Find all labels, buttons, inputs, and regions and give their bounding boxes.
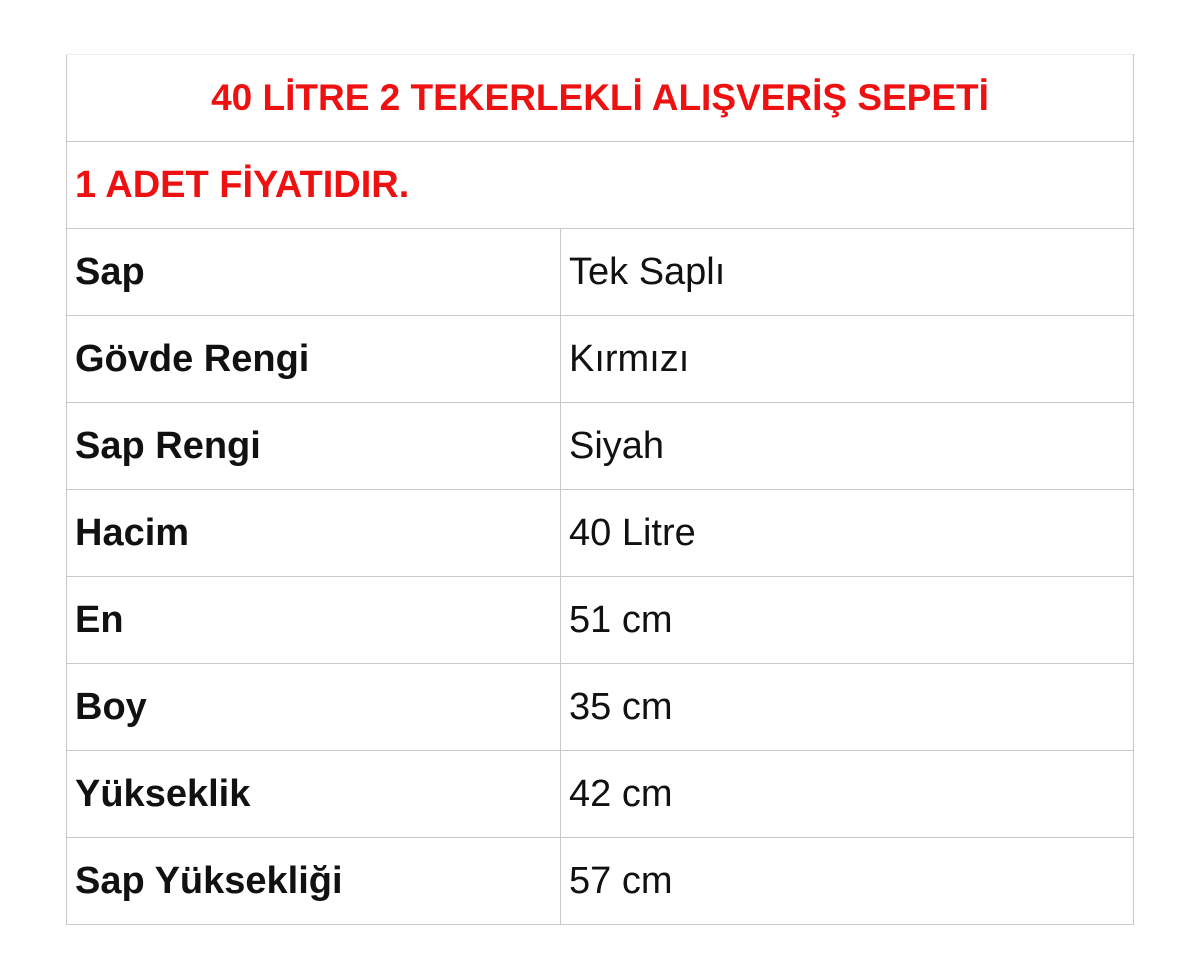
spec-value: 57 cm: [560, 837, 1134, 925]
spec-label: Yükseklik: [66, 750, 561, 838]
table-row: Sap Yüksekliği 57 cm: [66, 837, 1134, 925]
spec-label: Hacim: [66, 489, 561, 577]
spec-label: Gövde Rengi: [66, 315, 561, 403]
spec-value: 35 cm: [560, 663, 1134, 751]
table-row: Sap Tek Saplı: [66, 228, 1134, 316]
table-row: En 51 cm: [66, 576, 1134, 664]
spec-value: 51 cm: [560, 576, 1134, 664]
table-row: Boy 35 cm: [66, 663, 1134, 751]
table-row: Sap Rengi Siyah: [66, 402, 1134, 490]
title-row: 40 LİTRE 2 TEKERLEKLİ ALIŞVERİŞ SEPETİ: [66, 54, 1134, 142]
spec-value: Tek Saplı: [560, 228, 1134, 316]
spec-label: Boy: [66, 663, 561, 751]
table-row: Gövde Rengi Kırmızı: [66, 315, 1134, 403]
spec-value: 40 Litre: [560, 489, 1134, 577]
table-row: Hacim 40 Litre: [66, 489, 1134, 577]
product-spec-table: 40 LİTRE 2 TEKERLEKLİ ALIŞVERİŞ SEPETİ 1…: [66, 54, 1134, 925]
note-row: 1 ADET FİYATIDIR.: [66, 141, 1134, 229]
spec-value: 42 cm: [560, 750, 1134, 838]
price-note: 1 ADET FİYATIDIR.: [66, 141, 1134, 229]
spec-value: Siyah: [560, 402, 1134, 490]
spec-label: En: [66, 576, 561, 664]
product-title: 40 LİTRE 2 TEKERLEKLİ ALIŞVERİŞ SEPETİ: [66, 54, 1134, 142]
spec-value: Kırmızı: [560, 315, 1134, 403]
spec-label: Sap: [66, 228, 561, 316]
spec-label: Sap Yüksekliği: [66, 837, 561, 925]
spec-label: Sap Rengi: [66, 402, 561, 490]
table-row: Yükseklik 42 cm: [66, 750, 1134, 838]
